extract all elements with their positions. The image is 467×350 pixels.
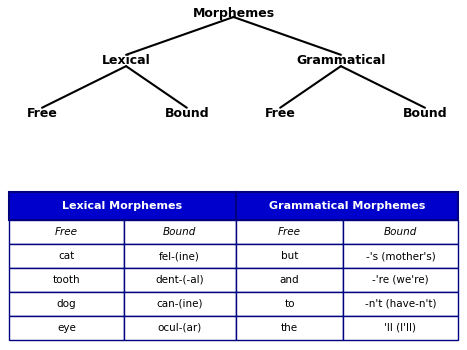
Bar bbox=[9, 268, 124, 292]
Bar bbox=[9, 292, 124, 316]
Bar bbox=[9, 316, 124, 340]
Bar bbox=[9, 244, 124, 268]
Text: Bound: Bound bbox=[164, 107, 209, 120]
Text: Bound: Bound bbox=[403, 107, 447, 120]
Text: but: but bbox=[281, 251, 298, 261]
Bar bbox=[343, 244, 458, 268]
Bar bbox=[343, 220, 458, 244]
Text: Bound: Bound bbox=[163, 227, 197, 237]
Text: -n't (have-n't): -n't (have-n't) bbox=[365, 299, 436, 309]
Text: Free: Free bbox=[27, 107, 57, 120]
Text: cat: cat bbox=[58, 251, 75, 261]
Text: -'s (mother's): -'s (mother's) bbox=[366, 251, 435, 261]
Bar bbox=[9, 220, 124, 244]
Text: dent-(-al): dent-(-al) bbox=[156, 275, 204, 285]
Bar bbox=[236, 292, 343, 316]
Text: tooth: tooth bbox=[53, 275, 80, 285]
Text: Lexical Morphemes: Lexical Morphemes bbox=[63, 201, 183, 211]
Bar bbox=[343, 316, 458, 340]
Text: Morphemes: Morphemes bbox=[192, 7, 275, 20]
Bar bbox=[124, 316, 236, 340]
Text: Grammatical: Grammatical bbox=[296, 54, 386, 67]
Text: fel-(ine): fel-(ine) bbox=[159, 251, 200, 261]
Bar bbox=[124, 268, 236, 292]
Text: the: the bbox=[281, 323, 298, 332]
Text: Lexical: Lexical bbox=[102, 54, 150, 67]
Bar bbox=[124, 220, 236, 244]
Text: Bound: Bound bbox=[384, 227, 417, 237]
Text: Free: Free bbox=[278, 227, 301, 237]
Bar bbox=[236, 193, 458, 220]
Text: 'll (I'll): 'll (I'll) bbox=[384, 323, 417, 332]
Text: Grammatical Morphemes: Grammatical Morphemes bbox=[269, 201, 425, 211]
Text: Free: Free bbox=[55, 227, 78, 237]
Text: -'re (we're): -'re (we're) bbox=[372, 275, 429, 285]
Bar bbox=[124, 244, 236, 268]
Bar bbox=[343, 268, 458, 292]
Bar bbox=[236, 268, 343, 292]
Bar bbox=[343, 292, 458, 316]
Bar bbox=[9, 193, 236, 220]
Text: ocul-(ar): ocul-(ar) bbox=[157, 323, 202, 332]
Text: dog: dog bbox=[57, 299, 76, 309]
Bar bbox=[124, 292, 236, 316]
Text: to: to bbox=[284, 299, 295, 309]
Bar bbox=[236, 316, 343, 340]
Text: Free: Free bbox=[265, 107, 296, 120]
Text: eye: eye bbox=[57, 323, 76, 332]
Bar bbox=[236, 244, 343, 268]
Text: and: and bbox=[280, 275, 299, 285]
Text: can-(ine): can-(ine) bbox=[156, 299, 203, 309]
Bar bbox=[236, 220, 343, 244]
